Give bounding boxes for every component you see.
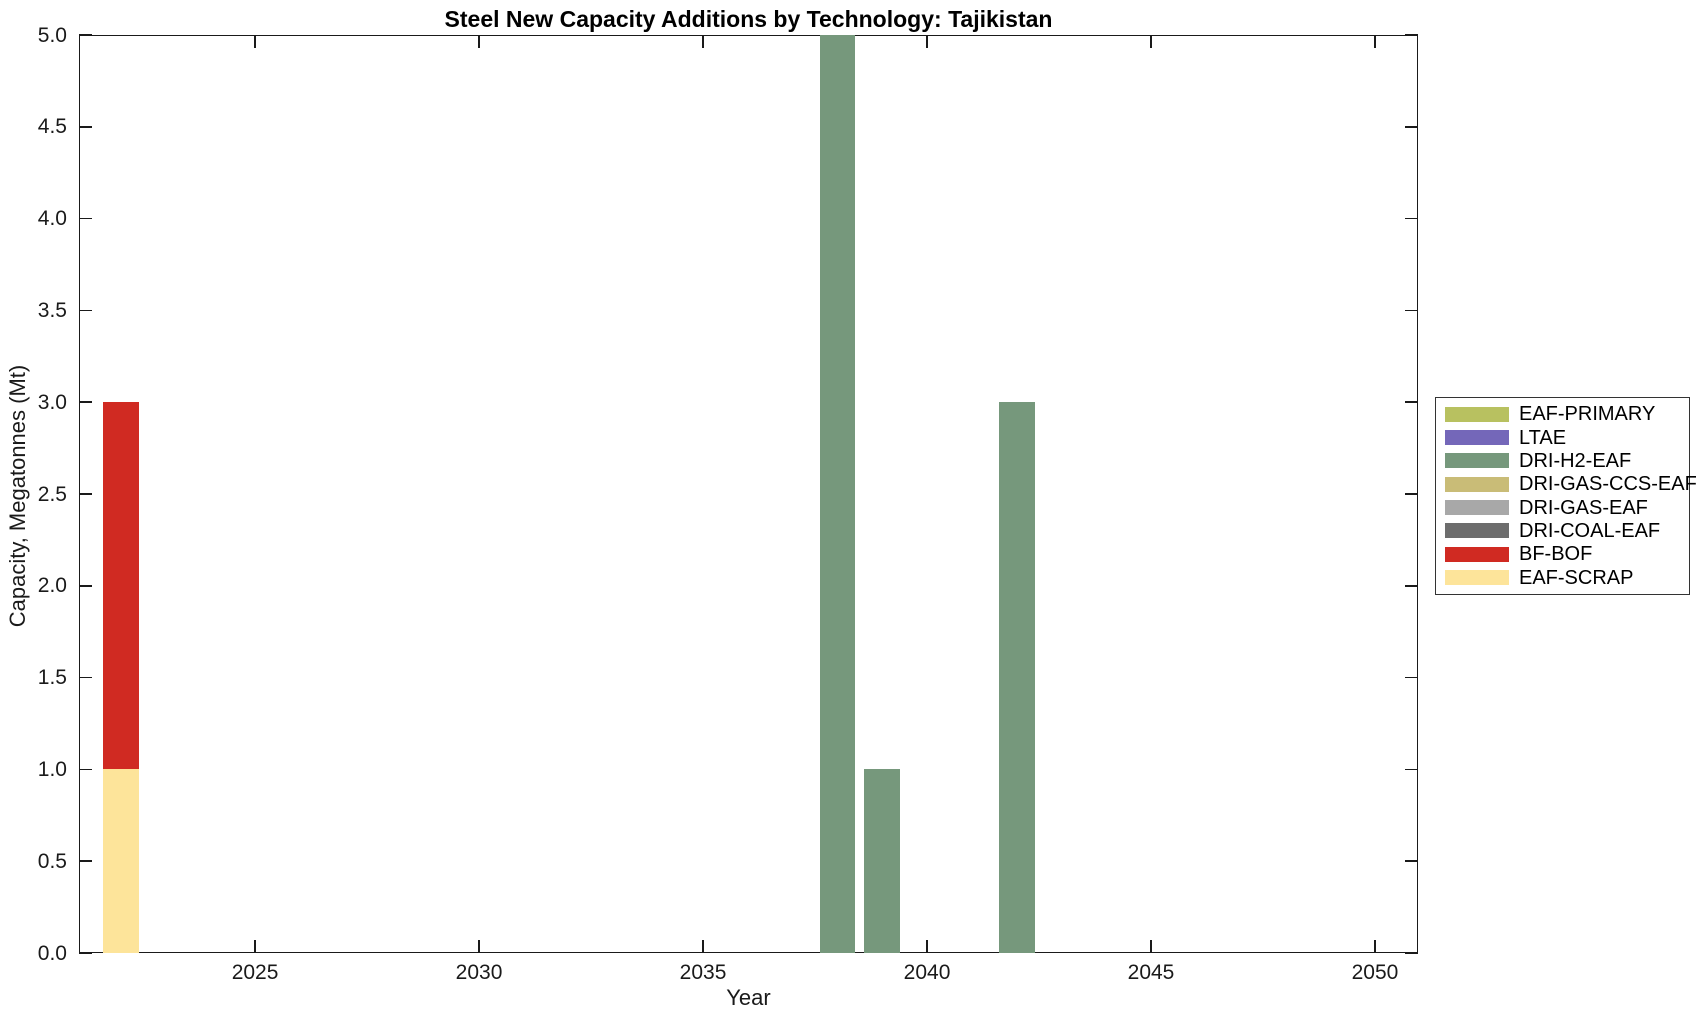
y-tick-mark: [79, 126, 92, 128]
legend-swatch-eaf-primary: [1445, 406, 1509, 422]
bar-segment-eaf-scrap-2022: [102, 769, 139, 953]
y-tick-mark-right: [1405, 768, 1418, 771]
y-tick-mark: [79, 401, 92, 403]
y-tick-label: 0.5: [37, 849, 67, 873]
x-tick-mark-top: [1150, 35, 1152, 48]
x-tick-mark-top: [254, 35, 256, 48]
y-tick-mark-right: [1405, 401, 1418, 403]
y-tick-label: 4.5: [37, 115, 67, 139]
y-tick-label: 3.0: [37, 390, 67, 414]
legend-label: LTAE: [1519, 426, 1567, 449]
y-tick-mark-right: [1405, 952, 1418, 954]
bar-segment-dri-h2-eaf-2039: [864, 769, 901, 953]
x-tick-mark: [254, 940, 256, 953]
x-tick-mark: [926, 940, 928, 953]
y-tick-mark: [79, 309, 92, 312]
legend-item-dri-gas-eaf: DRI-GAS-EAF: [1436, 498, 1689, 518]
chart-title: Steel New Capacity Additions by Technolo…: [444, 6, 1053, 32]
y-tick-label: 4.0: [37, 207, 67, 231]
legend-item-dri-coal-eaf: DRI-COAL-EAF: [1436, 521, 1689, 541]
legend-label: EAF-SCRAP: [1519, 566, 1634, 589]
legend-item-ltae: LTAE: [1436, 428, 1689, 448]
legend-label: BF-BOF: [1519, 543, 1593, 566]
y-tick-mark: [79, 768, 92, 771]
y-tick-mark: [79, 585, 92, 587]
x-tick-mark-top: [702, 35, 704, 48]
legend-item-bf-bof: BF-BOF: [1436, 544, 1689, 564]
legend-item-dri-gas-ccs-eaf: DRI-GAS-CCS-EAF: [1436, 474, 1696, 494]
x-tick-mark: [478, 940, 480, 953]
legend-swatch-dri-h2-eaf: [1445, 453, 1509, 469]
x-tick-label: 2040: [903, 961, 951, 984]
legend-swatch-dri-coal-eaf: [1445, 523, 1509, 539]
y-tick-label: 0.0: [37, 941, 67, 965]
bar-segment-dri-h2-eaf-2038: [819, 35, 856, 953]
x-tick-mark: [1150, 940, 1152, 953]
x-tick-label: 2025: [231, 961, 279, 984]
y-tick-mark-right: [1405, 34, 1418, 36]
x-tick-label: 2050: [1351, 961, 1399, 984]
legend-swatch-eaf-scrap: [1445, 570, 1509, 586]
x-tick-mark-top: [1374, 35, 1376, 48]
legend-swatch-bf-bof: [1445, 546, 1509, 562]
x-tick-label: 2035: [679, 961, 727, 984]
x-tick-label: 2045: [1127, 961, 1175, 984]
bar-segment-bf-bof-2022: [102, 402, 139, 770]
legend-swatch-dri-gas-eaf: [1445, 500, 1509, 516]
legend-item-dri-h2-eaf: DRI-H2-EAF: [1436, 451, 1689, 471]
x-tick-label: 2030: [455, 961, 503, 984]
legend-swatch-dri-gas-ccs-eaf: [1445, 476, 1509, 492]
y-tick-mark-right: [1405, 585, 1418, 587]
x-tick-mark-top: [478, 35, 480, 48]
y-tick-label: 2.5: [37, 482, 67, 506]
x-axis-label: Year: [726, 985, 771, 1010]
legend-label: DRI-GAS-CCS-EAF: [1519, 473, 1696, 496]
y-tick-label: 5.0: [37, 23, 67, 47]
y-tick-label: 2.0: [37, 574, 67, 598]
legend-label: DRI-COAL-EAF: [1519, 519, 1661, 542]
legend-label: DRI-H2-EAF: [1519, 449, 1632, 472]
y-tick-mark-right: [1405, 493, 1418, 495]
x-tick-mark-top: [926, 35, 928, 48]
legend-item-eaf-primary: EAF-PRIMARY: [1436, 404, 1689, 424]
y-tick-label: 3.5: [37, 298, 67, 322]
legend-label: DRI-GAS-EAF: [1519, 496, 1648, 519]
y-tick-label: 1.0: [37, 757, 67, 781]
y-tick-mark-right: [1405, 309, 1418, 312]
x-tick-mark: [702, 940, 704, 953]
legend-item-eaf-scrap: EAF-SCRAP: [1436, 568, 1689, 588]
plot-area: [79, 35, 1418, 953]
y-tick-mark: [79, 493, 92, 495]
y-tick-mark: [79, 860, 92, 862]
legend-label: EAF-PRIMARY: [1519, 403, 1656, 426]
x-tick-mark: [1374, 940, 1376, 953]
y-tick-mark: [79, 217, 92, 220]
y-tick-mark: [79, 34, 92, 36]
y-tick-mark-right: [1405, 676, 1418, 679]
legend-swatch-ltae: [1445, 430, 1509, 446]
y-tick-mark-right: [1405, 217, 1418, 220]
y-tick-mark: [79, 952, 92, 954]
y-tick-mark-right: [1405, 126, 1418, 128]
y-tick-mark: [79, 676, 92, 679]
y-tick-mark-right: [1405, 860, 1418, 862]
bar-segment-dri-h2-eaf-2042: [998, 402, 1035, 953]
legend: EAF-PRIMARY LTAE DRI-H2-EAF DRI-GAS-CCS-EAF…: [1435, 397, 1696, 595]
y-tick-label: 1.5: [37, 666, 67, 690]
